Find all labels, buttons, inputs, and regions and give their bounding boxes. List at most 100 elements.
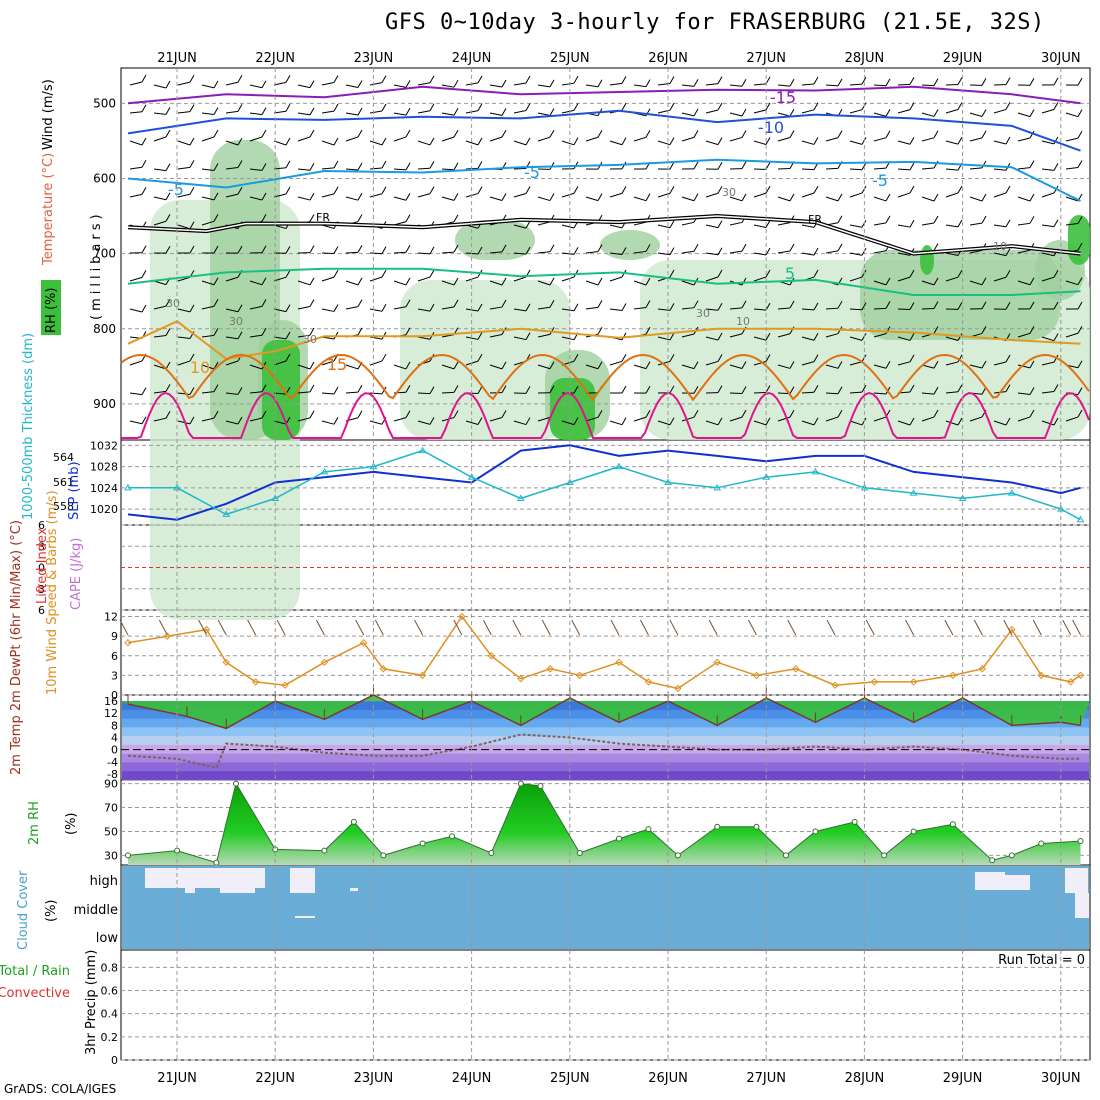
wind-barb-flag: [501, 108, 507, 116]
wind-barb-flag: [621, 385, 627, 394]
stability-tick-label: 6: [38, 604, 45, 617]
cape-axis-label: CAPE (J/kg): [69, 538, 84, 610]
wind-barb-flag: [333, 386, 339, 395]
wind-barb: [657, 140, 671, 146]
wind-tick-label: 9: [111, 630, 118, 643]
wind-barb: [681, 250, 695, 254]
wind-speed-marker: [752, 671, 761, 680]
wind-barb-flag: [285, 75, 291, 83]
wind-barb: [921, 392, 935, 395]
wind-barb: [585, 364, 599, 370]
wind-barb: [729, 221, 743, 226]
wind-barb: [369, 276, 383, 282]
wind-barb-flag: [141, 304, 147, 313]
wind-barb-flag: [453, 410, 459, 418]
wind-speed-marker: [379, 665, 388, 673]
wind-barb: [273, 276, 287, 282]
wind-barb-flag: [861, 76, 867, 85]
wind-barb-flag: [1005, 185, 1011, 194]
wind-barb: [1017, 222, 1031, 226]
wind-barb: [897, 276, 911, 282]
wind-barb-flag: [213, 192, 219, 201]
thickness-marker: [811, 467, 820, 475]
isotherm-label: 10: [736, 315, 750, 328]
wind-barb: [513, 140, 527, 146]
wind-barb-flag: [261, 410, 267, 419]
wind-barb-10m: [482, 619, 492, 636]
wind-barb-flag: [837, 409, 843, 418]
wind-barb-flag: [1005, 417, 1011, 426]
wind-barb: [921, 112, 935, 117]
wind-barb-flag: [1029, 130, 1035, 139]
isotherm-label: 15: [327, 355, 347, 374]
wind-barb-flag: [765, 354, 771, 362]
wind-barb-flag: [837, 243, 843, 252]
wind-speed-marker: [418, 671, 427, 680]
isotherm--15: [127, 85, 1081, 105]
temp-tick-label: 16: [104, 695, 118, 708]
wind-barb: [489, 334, 503, 338]
wind-barb: [273, 167, 287, 170]
wind-barb: [657, 308, 671, 311]
wind-barb-10m: [905, 619, 915, 636]
wind-barb: [465, 308, 479, 312]
wind-barb-flag: [429, 137, 435, 146]
wind-barb: [777, 250, 791, 254]
wind-barb: [369, 336, 383, 340]
wind-barb-flag: [1029, 77, 1035, 86]
wind-barb: [393, 196, 407, 201]
wind-barb: [1041, 276, 1055, 282]
slp-tick-label: 1032: [90, 439, 118, 452]
rh-high-region: [262, 340, 300, 440]
thickness-marker: [958, 494, 967, 501]
wind-barb-flag: [405, 384, 411, 393]
rh-axis-label: RH (%): [44, 288, 59, 333]
wind-barb: [201, 334, 215, 338]
wind-barb-flag: [381, 75, 387, 83]
wind-barb-flag: [693, 409, 699, 418]
wind-barb: [537, 196, 551, 202]
wind-barb: [1065, 280, 1079, 286]
wind-barb-flag: [261, 277, 267, 286]
wind-barb-flag: [165, 192, 171, 200]
wind-barb: [705, 420, 719, 426]
wind-barb-flag: [309, 410, 315, 419]
wind-barb-flag: [837, 361, 843, 369]
wind-barb-flag: [453, 79, 459, 88]
wind-barb: [273, 336, 287, 340]
wind-barb-10m: [787, 619, 797, 636]
wind-barb: [705, 252, 719, 256]
wind-barb: [345, 112, 359, 116]
wind-barb-flag: [549, 79, 555, 88]
thickness-tick-label: 561: [53, 476, 74, 489]
wind-barb-flag: [309, 384, 315, 393]
millibars-axis-label: (millibars): [89, 210, 104, 320]
wind-barb: [825, 416, 839, 422]
wind-barb: [1041, 192, 1055, 198]
wind-barb: [681, 221, 695, 226]
wind-barb: [201, 305, 215, 310]
wind-tick-label: 6: [111, 650, 118, 663]
wind-barb-10m: [158, 619, 168, 636]
wind-barb: [777, 137, 791, 142]
wind-barb: [873, 333, 887, 338]
wind-barb: [825, 250, 839, 254]
rh-high-region: [550, 378, 595, 440]
wind-speed-marker: [870, 678, 879, 686]
wind-barb: [201, 112, 215, 116]
wind-barb-flag: [1029, 216, 1035, 224]
wind-barb: [945, 420, 959, 426]
precip-tick-label: 0.2: [101, 1031, 119, 1044]
wind-barb-flag: [261, 299, 267, 307]
wind-barb: [345, 168, 359, 171]
wind-barb-flag: [645, 193, 651, 201]
wind-barb: [945, 252, 959, 257]
wind-barb-flag: [765, 137, 771, 145]
wind-barb-flag: [1029, 387, 1035, 395]
wind-barb-flag: [933, 326, 939, 334]
wind-barb: [753, 361, 767, 366]
wind-barb: [129, 308, 143, 313]
wind-barb-flag: [669, 385, 675, 394]
wind-barb: [153, 305, 167, 310]
wind-barb: [681, 333, 695, 338]
